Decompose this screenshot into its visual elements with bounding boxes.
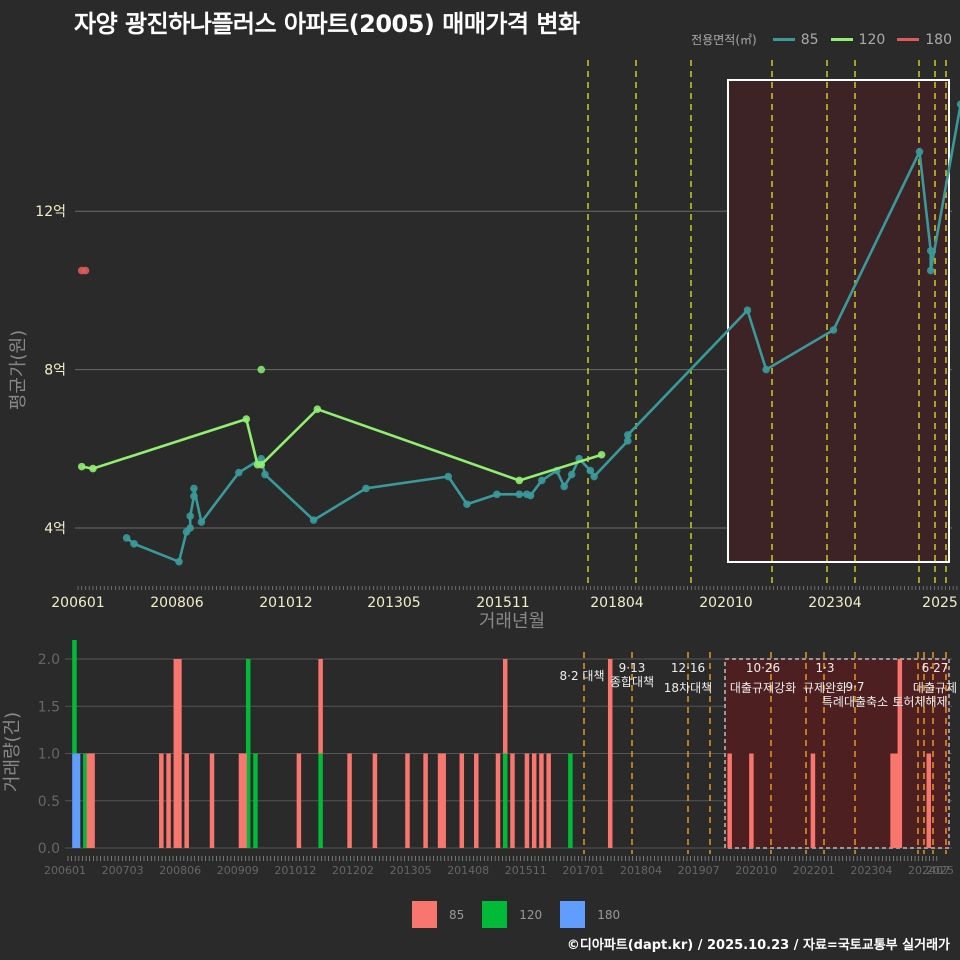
bar-85 <box>318 659 323 754</box>
y-axis-label-volume: 거래량(건) <box>2 712 23 792</box>
bar-85 <box>749 754 754 849</box>
series-line-120 <box>82 409 602 480</box>
bar-85 <box>525 754 530 849</box>
bar-120 <box>253 754 258 849</box>
y-tick-label: 0.0 <box>38 841 60 857</box>
bar-85 <box>297 754 302 849</box>
bar-85 <box>811 754 816 849</box>
svg-text:9·13: 9·13 <box>619 661 646 675</box>
x-tick-label: 201511 <box>505 864 547 877</box>
svg-text:6·27: 6·27 <box>922 661 949 675</box>
bar-120 <box>503 754 508 849</box>
y-tick-label: 12억 <box>35 204 66 220</box>
x-tick-label: 202201 <box>793 864 835 877</box>
y-tick-label: 0.5 <box>38 794 60 810</box>
x-tick-label: 201012 <box>274 864 316 877</box>
legend-bottom: 85 120 180 <box>412 901 638 928</box>
x-tick-label: 201804 <box>590 595 644 611</box>
svg-text:18차대책: 18차대책 <box>664 680 712 695</box>
y-tick-label: 2.0 <box>38 652 60 668</box>
bar-85 <box>90 754 95 849</box>
bar-85 <box>373 754 378 849</box>
x-tick-label: 201511 <box>476 595 529 611</box>
bar-85 <box>159 754 164 849</box>
x-axis-label: 거래년월 <box>479 611 545 632</box>
bar-85 <box>242 754 247 849</box>
svg-text:대출규제강화: 대출규제강화 <box>730 681 796 695</box>
x-tick-label: 200806 <box>150 595 204 611</box>
x-tick-label: 202304 <box>850 864 892 877</box>
y-tick-label: 1.0 <box>38 747 60 763</box>
bar-85 <box>496 754 501 849</box>
bar-85 <box>532 754 537 849</box>
x-tick-label: 201012 <box>259 595 312 611</box>
x-tick-label: 2025 <box>922 595 958 611</box>
y-axis-label: 평균가(원) <box>8 330 29 410</box>
legend-swatch-icon <box>560 901 585 928</box>
legend-swatch-icon <box>412 901 437 928</box>
bar-85 <box>539 754 544 849</box>
bar-120 <box>318 754 323 849</box>
bar-120 <box>568 754 573 849</box>
x-tick-label: 202304 <box>808 595 862 611</box>
bar-85 <box>510 754 514 849</box>
bar-85 <box>184 754 189 849</box>
x-tick-label: 201804 <box>620 864 662 877</box>
svg-text:9·7: 9·7 <box>845 680 864 694</box>
bar-85 <box>474 754 479 849</box>
svg-text:대출규제: 대출규제 <box>913 681 957 695</box>
bar-85 <box>405 754 410 849</box>
bar-85 <box>727 754 732 849</box>
bar-85 <box>347 754 352 849</box>
bar-85 <box>177 659 182 848</box>
svg-text:규제완화: 규제완화 <box>803 681 847 695</box>
svg-text:12·16: 12·16 <box>671 661 705 675</box>
svg-text:특례대출축소: 특례대출축소 <box>822 695 888 709</box>
bar-85 <box>898 659 903 848</box>
x-tick-label: 201305 <box>390 864 432 877</box>
bar-85 <box>460 754 465 849</box>
x-tick-label: 200806 <box>159 864 201 877</box>
x-tick-label: 202010 <box>735 864 777 877</box>
svg-text:종합대책: 종합대책 <box>610 674 654 689</box>
bar-85 <box>503 659 508 754</box>
legend-swatch-icon <box>482 901 507 928</box>
x-tick-label: 2025 <box>926 864 954 877</box>
x-tick-label: 200601 <box>44 864 86 877</box>
bar-85 <box>441 754 446 849</box>
x-tick-label: 201701 <box>562 864 604 877</box>
bar-85 <box>210 754 215 849</box>
x-tick-label: 201202 <box>332 864 374 877</box>
bar-120 <box>72 640 77 754</box>
credit-text: ©디아파트(dapt.kr) / 2025.10.23 / 자료=국토교통부 실… <box>567 934 950 953</box>
y-tick-label: 1.5 <box>38 699 60 715</box>
x-tick-label: 201408 <box>447 864 489 877</box>
x-tick-label: 201305 <box>367 595 420 611</box>
y-tick-label: 8억 <box>44 363 66 379</box>
x-tick-label: 202010 <box>699 595 752 611</box>
x-tick-label: 201907 <box>678 864 720 877</box>
price-line-chart: 200601 200806 201012 201305 201511 201804 2020… <box>0 0 960 640</box>
bar-85 <box>546 754 551 849</box>
bar-85 <box>166 754 171 849</box>
svg-text:10·26: 10·26 <box>746 661 780 675</box>
y-tick-label: 4억 <box>44 521 66 537</box>
volume-bar-chart: 8·2 대책 9·13종합대책 12·16 18차대책 10·26 대출규제강화 1·3 규제… <box>0 640 960 900</box>
x-tick-label: 200909 <box>217 864 259 877</box>
svg-text:8·2 대책: 8·2 대책 <box>560 668 605 683</box>
svg-text:토허제해제: 토허제해제 <box>892 695 947 709</box>
x-tick-label: 200703 <box>102 864 144 877</box>
x-tick-label: 200601 <box>51 595 104 611</box>
bar-85 <box>927 754 932 849</box>
bar-180 <box>76 754 81 849</box>
bar-85 <box>423 754 428 849</box>
svg-text:1·3: 1·3 <box>815 661 834 675</box>
